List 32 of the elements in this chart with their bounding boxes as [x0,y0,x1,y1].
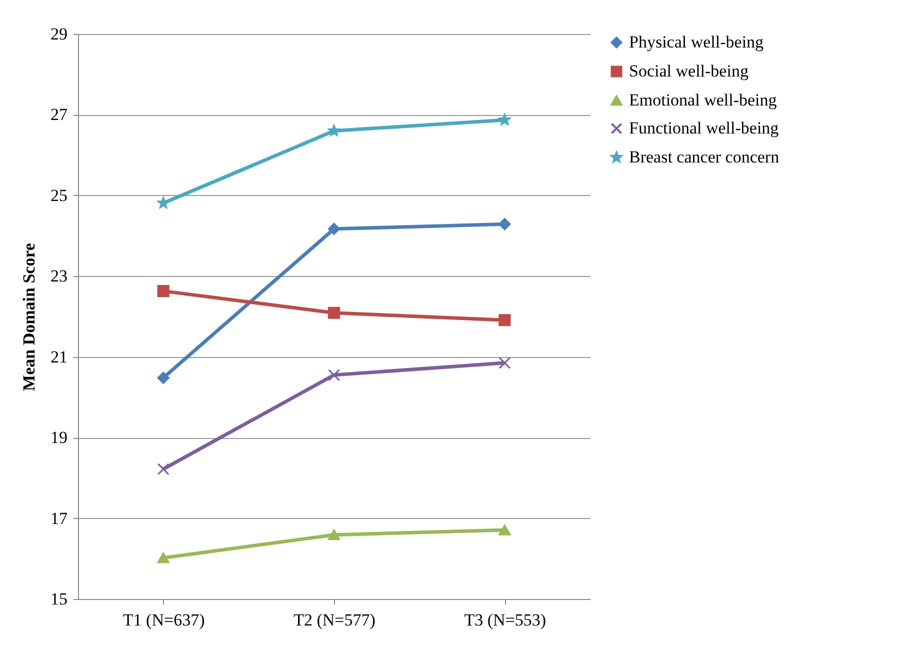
point [498,314,511,326]
y-tick-label: 21 [50,347,68,366]
y-tick-label: 29 [50,24,68,44]
point [157,552,170,564]
point [498,114,510,126]
x-tick-label: T1 (N=637) [122,610,205,630]
point [157,463,170,476]
legend-label: Physical well-being [629,32,764,52]
point [328,222,340,235]
y-tick-label: 23 [50,266,68,286]
x-tick-label: T2 (N=577) [294,610,376,630]
point [328,368,340,382]
y-tick-label: 17 [50,508,68,528]
y-tick-label: 27 [50,105,68,124]
y-tick-label: 25 [50,186,68,205]
y-tick-label: 19 [50,428,68,448]
x-tick-label: T3 (N=553) [464,610,546,630]
point [158,197,170,208]
legend-label: Social well-being [629,62,749,80]
legend-label: Emotional well-being [629,90,778,110]
legend-label: Functional well-being [629,118,780,138]
point [328,306,340,319]
point [157,372,170,384]
point [157,285,170,298]
point [498,524,511,536]
y-axis-title: Mean Domain Score [20,242,38,391]
point [498,218,511,230]
point [498,356,511,369]
point [328,124,340,136]
y-tick-label: 15 [50,590,68,608]
legend-label: Breast cancer concern [629,148,780,166]
point [328,529,340,540]
